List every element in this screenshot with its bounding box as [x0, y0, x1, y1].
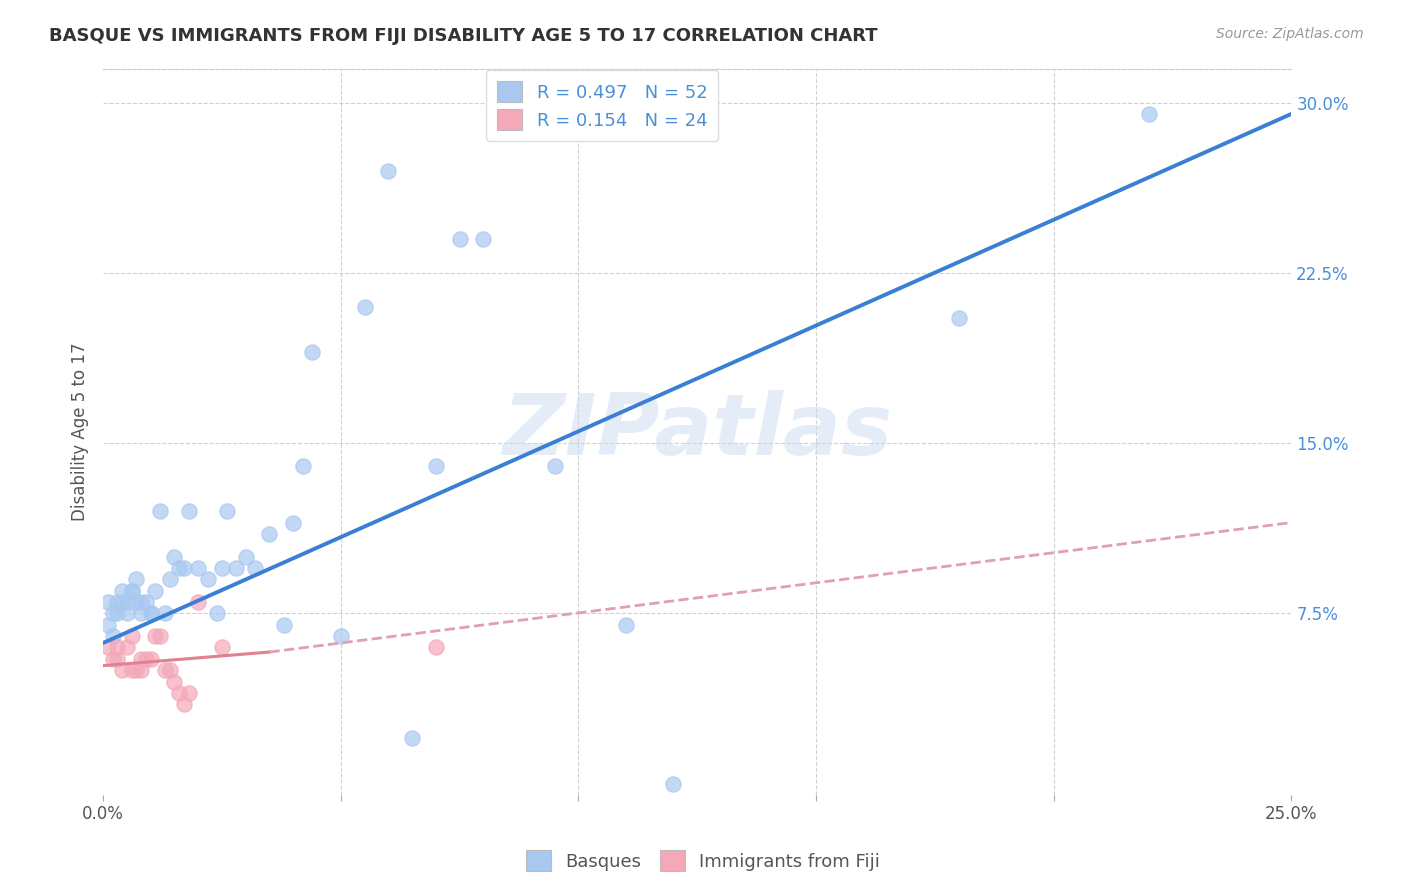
Point: [111, 595, 134, 609]
Point: [135, 652, 157, 666]
Point: [948, 311, 970, 326]
Point: [159, 663, 181, 677]
Point: [115, 640, 138, 655]
Point: [425, 458, 447, 473]
Point: [129, 652, 152, 666]
Point: [543, 458, 565, 473]
Point: [205, 607, 228, 621]
Point: [211, 640, 233, 655]
Point: [187, 561, 209, 575]
Point: [121, 583, 143, 598]
Point: [472, 232, 495, 246]
Point: [139, 652, 162, 666]
Point: [215, 504, 238, 518]
Point: [101, 652, 124, 666]
Point: [167, 686, 190, 700]
Point: [121, 583, 143, 598]
Point: [159, 573, 181, 587]
Legend: R = 0.497   N = 52, R = 0.154   N = 24: R = 0.497 N = 52, R = 0.154 N = 24: [486, 70, 718, 141]
Text: Source: ZipAtlas.com: Source: ZipAtlas.com: [1216, 27, 1364, 41]
Point: [245, 561, 267, 575]
Point: [105, 640, 128, 655]
Point: [101, 607, 124, 621]
Point: [97, 640, 120, 655]
Point: [129, 663, 152, 677]
Point: [115, 595, 138, 609]
Point: [401, 731, 423, 746]
Point: [614, 617, 637, 632]
Point: [105, 595, 128, 609]
Point: [449, 232, 471, 246]
Point: [291, 458, 314, 473]
Point: [1137, 107, 1160, 121]
Point: [283, 516, 305, 530]
Point: [125, 595, 148, 609]
Point: [163, 549, 186, 564]
Point: [425, 640, 447, 655]
Text: BASQUE VS IMMIGRANTS FROM FIJI DISABILITY AGE 5 TO 17 CORRELATION CHART: BASQUE VS IMMIGRANTS FROM FIJI DISABILIT…: [49, 27, 877, 45]
Point: [97, 595, 120, 609]
Point: [111, 583, 134, 598]
Y-axis label: Disability Age 5 to 17: Disability Age 5 to 17: [72, 343, 89, 521]
Point: [167, 561, 190, 575]
Point: [129, 607, 152, 621]
Point: [173, 561, 195, 575]
Point: [97, 617, 120, 632]
Point: [153, 663, 176, 677]
Point: [149, 629, 172, 643]
Point: [177, 686, 200, 700]
Point: [125, 573, 148, 587]
Point: [121, 629, 143, 643]
Point: [149, 504, 172, 518]
Text: ZIPatlas: ZIPatlas: [502, 391, 893, 474]
Point: [177, 504, 200, 518]
Point: [121, 663, 143, 677]
Point: [145, 629, 167, 643]
Point: [377, 163, 399, 178]
Point: [139, 607, 162, 621]
Point: [353, 300, 375, 314]
Point: [153, 607, 176, 621]
Point: [259, 527, 281, 541]
Point: [111, 663, 134, 677]
Point: [145, 583, 167, 598]
Point: [105, 607, 128, 621]
Point: [301, 345, 323, 359]
Point: [163, 674, 186, 689]
Point: [101, 629, 124, 643]
Point: [211, 561, 233, 575]
Point: [125, 663, 148, 677]
Point: [135, 595, 157, 609]
Point: [329, 629, 352, 643]
Point: [139, 607, 162, 621]
Point: [173, 698, 195, 712]
Point: [105, 652, 128, 666]
Point: [235, 549, 257, 564]
Point: [273, 617, 295, 632]
Point: [187, 595, 209, 609]
Legend: Basques, Immigrants from Fiji: Basques, Immigrants from Fiji: [519, 843, 887, 879]
Point: [197, 573, 219, 587]
Point: [115, 607, 138, 621]
Point: [129, 595, 152, 609]
Point: [662, 777, 685, 791]
Point: [225, 561, 247, 575]
